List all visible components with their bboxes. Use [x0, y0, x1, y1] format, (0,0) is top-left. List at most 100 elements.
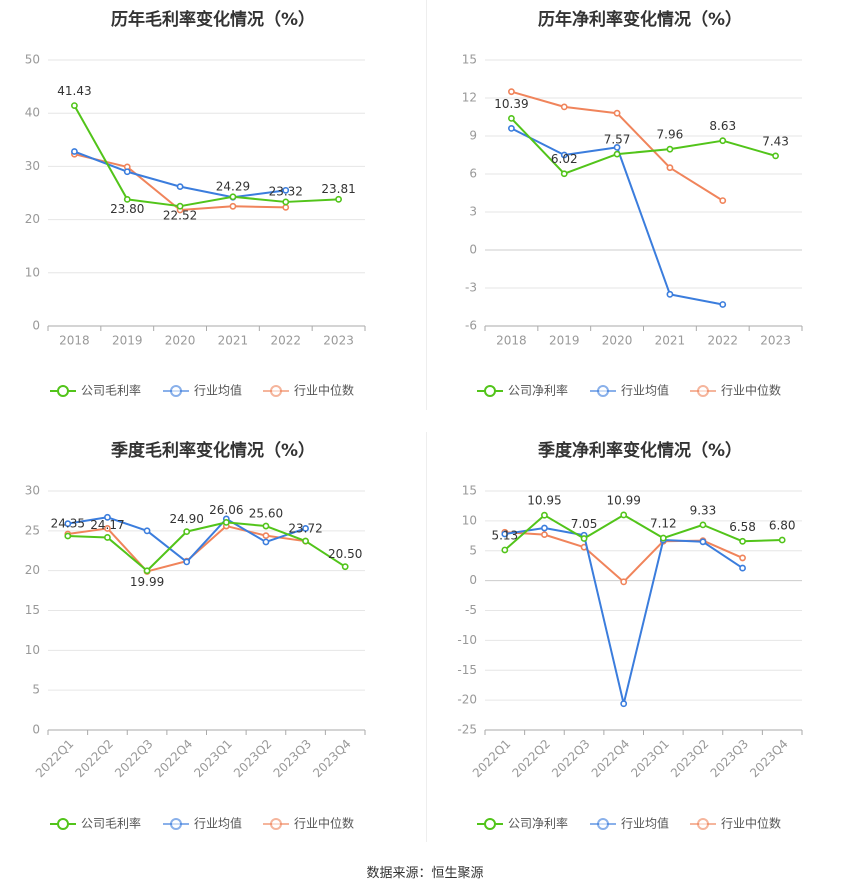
y-tick-label: 40: [25, 106, 40, 120]
data-label: 22.52: [163, 209, 197, 223]
legend-label-median: 行业中位数: [721, 383, 781, 398]
y-tick-label: 0: [32, 723, 40, 737]
x-tick-label: 2022Q3: [112, 737, 156, 781]
data-label: 6.58: [729, 520, 756, 534]
data-point-median: [229, 202, 237, 210]
legend-label-company: 公司毛利率: [81, 383, 141, 398]
data-point-company: [123, 195, 131, 203]
data-point-avg: [666, 290, 674, 298]
data-label: 23.81: [321, 182, 355, 196]
series-line-avg: [74, 150, 286, 199]
legend-marker-median: [270, 385, 282, 397]
x-tick-label: 2020: [165, 334, 196, 348]
legend-label-median: 行业中位数: [294, 816, 354, 831]
data-point-median: [620, 578, 628, 586]
x-tick-label: 2022Q1: [33, 737, 77, 781]
data-point-company: [508, 114, 515, 122]
legend-marker-avg: [597, 385, 609, 397]
x-tick-label: 2023: [323, 334, 354, 348]
y-tick-label: -25: [457, 723, 477, 737]
y-tick-label: 15: [462, 484, 477, 498]
y-tick-label: 50: [25, 53, 40, 67]
data-label: 7.43: [762, 134, 789, 148]
panel-divider-bottom: [426, 432, 427, 842]
data-point-avg: [183, 558, 191, 566]
data-point-median: [739, 554, 746, 562]
data-point-median: [508, 88, 515, 96]
x-tick-label: 2023Q3: [708, 737, 752, 781]
data-point-company: [335, 195, 342, 203]
x-tick-label: 2022Q4: [589, 737, 633, 781]
chart-title: 季度毛利率变化情况（%）: [111, 440, 315, 461]
legend-marker-company: [57, 818, 69, 830]
data-label: 10.39: [494, 97, 528, 111]
y-tick-label: 20: [25, 212, 40, 226]
x-tick-label: 2022Q2: [509, 737, 553, 781]
data-label: 5.13: [491, 528, 518, 542]
x-tick-label: 2023Q3: [271, 737, 315, 781]
data-point-company: [739, 537, 746, 545]
data-point-company: [613, 150, 621, 158]
data-point-avg: [541, 524, 548, 532]
x-tick-label: 2023Q2: [231, 737, 275, 781]
data-point-median: [104, 525, 111, 532]
legend-label-avg: 行业均值: [621, 383, 669, 398]
legend-label-avg: 行业均值: [194, 383, 242, 398]
data-point-avg: [64, 520, 72, 528]
data-point-avg: [613, 143, 621, 151]
data-point-company: [71, 102, 78, 109]
data-point-avg: [739, 564, 746, 572]
data-point-avg: [71, 148, 78, 155]
data-point-median: [666, 164, 674, 172]
data-point-company: [501, 546, 509, 554]
data-label: 23.32: [269, 184, 303, 198]
y-tick-label: 25: [25, 523, 40, 537]
data-label: 6.80: [769, 518, 796, 532]
legend-marker-median: [697, 385, 709, 397]
data-label: 25.60: [249, 507, 283, 521]
data-label: 7.05: [571, 517, 598, 531]
y-tick-label: 6: [469, 167, 477, 181]
chart-title: 历年净利率变化情况（%）: [538, 9, 742, 30]
legend-label-company: 公司净利率: [508, 383, 568, 398]
data-point-company: [699, 521, 707, 529]
data-point-company: [719, 137, 727, 145]
legend-label-company: 公司净利率: [508, 816, 568, 831]
data-label: 24.35: [51, 517, 85, 531]
x-tick-label: 2018: [59, 334, 90, 348]
x-tick-label: 2023Q4: [747, 737, 791, 781]
legend-marker-company: [484, 818, 496, 830]
x-tick-label: 2022: [270, 334, 301, 348]
data-point-company: [778, 536, 786, 544]
data-point-company: [176, 202, 184, 210]
x-tick-label: 2022Q3: [549, 737, 593, 781]
data-point-company: [541, 511, 548, 519]
y-tick-label: 3: [469, 205, 477, 219]
data-label: 23.80: [110, 202, 144, 216]
data-point-company: [341, 563, 349, 571]
data-point-median: [262, 532, 270, 540]
data-point-avg: [560, 151, 568, 159]
chart-title: 历年毛利率变化情况（%）: [111, 9, 315, 30]
data-point-avg: [262, 538, 270, 546]
data-point-company: [282, 198, 290, 206]
data-label: 7.12: [650, 517, 677, 531]
data-label: 41.43: [57, 84, 91, 98]
data-label: 23.72: [288, 522, 322, 536]
data-label: 10.99: [607, 493, 641, 507]
data-point-company: [666, 145, 674, 153]
data-source-note: 数据来源：恒生聚源: [366, 866, 484, 881]
legend-label-median: 行业中位数: [721, 816, 781, 831]
x-tick-label: 2018: [496, 334, 527, 348]
data-point-avg: [620, 700, 628, 708]
x-tick-label: 2022Q1: [470, 737, 514, 781]
y-tick-label: 5: [32, 683, 40, 697]
data-point-median: [613, 109, 621, 117]
y-tick-label: -10: [457, 633, 477, 647]
y-tick-label: -5: [465, 603, 477, 617]
x-tick-label: 2023Q4: [310, 737, 354, 781]
data-point-avg: [699, 538, 707, 546]
data-point-company: [620, 511, 628, 519]
data-point-median: [560, 103, 568, 111]
y-tick-label: 10: [25, 643, 40, 657]
